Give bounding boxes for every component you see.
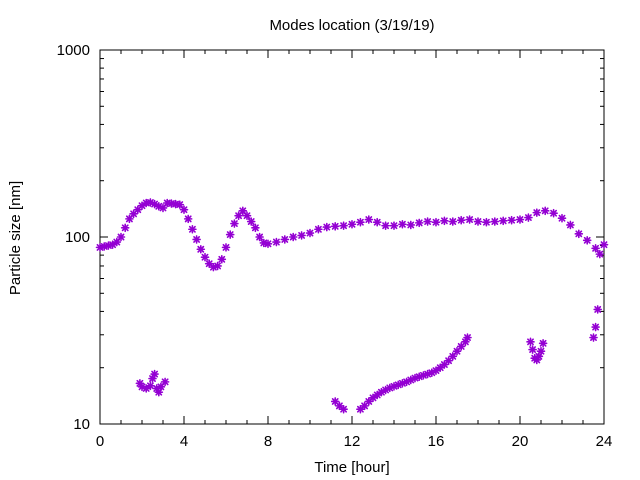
data-point — [448, 217, 458, 226]
data-point — [463, 333, 472, 342]
data-point — [549, 208, 558, 218]
data-point — [406, 220, 416, 230]
data-point — [372, 217, 382, 227]
data-point — [431, 366, 441, 375]
data-point — [330, 397, 340, 406]
data-point — [188, 224, 197, 234]
data-point — [381, 221, 390, 230]
data-point — [536, 346, 546, 356]
data-point — [452, 346, 462, 356]
data-point — [339, 404, 348, 414]
y-axis-label: Particle size [nm] — [7, 181, 24, 295]
x-tick-label: 12 — [344, 433, 361, 450]
data-point — [389, 221, 399, 230]
data-point — [490, 217, 500, 226]
data-point — [364, 215, 374, 224]
data-point — [305, 228, 315, 238]
x-tick-label: 4 — [180, 433, 188, 450]
data-point — [538, 339, 548, 348]
x-tick-label: 24 — [596, 433, 613, 450]
data-point — [356, 217, 365, 227]
data-point — [540, 206, 550, 216]
data-point — [593, 305, 603, 314]
plot-area — [99, 49, 605, 425]
data-point — [150, 369, 159, 379]
data-point — [507, 215, 516, 225]
data-point — [574, 229, 584, 239]
data-point — [448, 352, 458, 361]
data-point — [498, 216, 508, 226]
data-point — [120, 223, 130, 233]
data-point — [192, 235, 201, 244]
data-point — [524, 213, 533, 222]
data-point — [482, 217, 491, 227]
data-point — [339, 221, 348, 230]
data-point — [225, 230, 235, 239]
data-point — [398, 219, 407, 229]
y-tick-label: 100 — [65, 229, 90, 246]
data-point — [515, 215, 525, 224]
data-point — [473, 217, 483, 226]
data-point — [200, 252, 210, 262]
data-point — [217, 254, 227, 264]
data-point — [330, 222, 340, 231]
data-point — [356, 404, 365, 414]
data-point — [112, 237, 122, 247]
data-point — [288, 232, 298, 242]
x-axis-label: Time [hour] — [314, 459, 389, 476]
data-point — [141, 198, 151, 208]
data-point — [230, 219, 239, 228]
data-point — [557, 213, 567, 223]
data-point — [591, 244, 600, 253]
data-point — [255, 232, 264, 242]
data-point — [204, 259, 214, 268]
data-point — [440, 216, 449, 226]
x-tick-label: 16 — [428, 433, 445, 450]
data-point — [221, 243, 231, 252]
axis-ticks: 0 4 8 12 16 20 24 10 100 1000 — [57, 42, 613, 450]
data-point — [532, 208, 542, 217]
data-point — [263, 239, 273, 249]
data-point — [566, 220, 575, 230]
data-point — [423, 217, 432, 226]
data-point — [526, 337, 535, 347]
data-point — [414, 218, 424, 228]
data-point — [595, 249, 605, 259]
data-point — [314, 224, 323, 234]
y-tick-label: 1000 — [57, 42, 90, 59]
plot-frame — [99, 49, 605, 425]
x-tick-label: 0 — [96, 433, 104, 450]
data-point — [591, 322, 600, 332]
data-point — [116, 232, 126, 242]
data-point — [246, 217, 256, 226]
data-point — [251, 223, 260, 233]
y-tick-label: 10 — [73, 416, 90, 433]
data-point — [431, 217, 441, 227]
data-point — [242, 211, 252, 220]
x-tick-label: 8 — [264, 433, 272, 450]
data-point — [589, 333, 598, 342]
data-point — [146, 381, 155, 391]
data-point — [582, 236, 592, 245]
data-point — [456, 215, 466, 225]
x-tick-label: 20 — [512, 433, 529, 450]
data-point — [372, 390, 382, 400]
data-point — [179, 205, 189, 214]
data-point — [322, 222, 332, 232]
data-point — [280, 235, 290, 244]
data-point — [465, 215, 474, 224]
data-points — [95, 198, 609, 414]
data-point — [160, 377, 170, 387]
data-point — [599, 240, 609, 249]
data-point — [183, 214, 193, 224]
data-point — [196, 244, 206, 254]
data-point — [297, 231, 306, 240]
chart-title: Modes location (3/19/19) — [269, 17, 434, 34]
data-point — [347, 219, 357, 229]
data-point — [272, 237, 281, 247]
data-point — [213, 261, 222, 271]
data-point — [528, 345, 537, 354]
